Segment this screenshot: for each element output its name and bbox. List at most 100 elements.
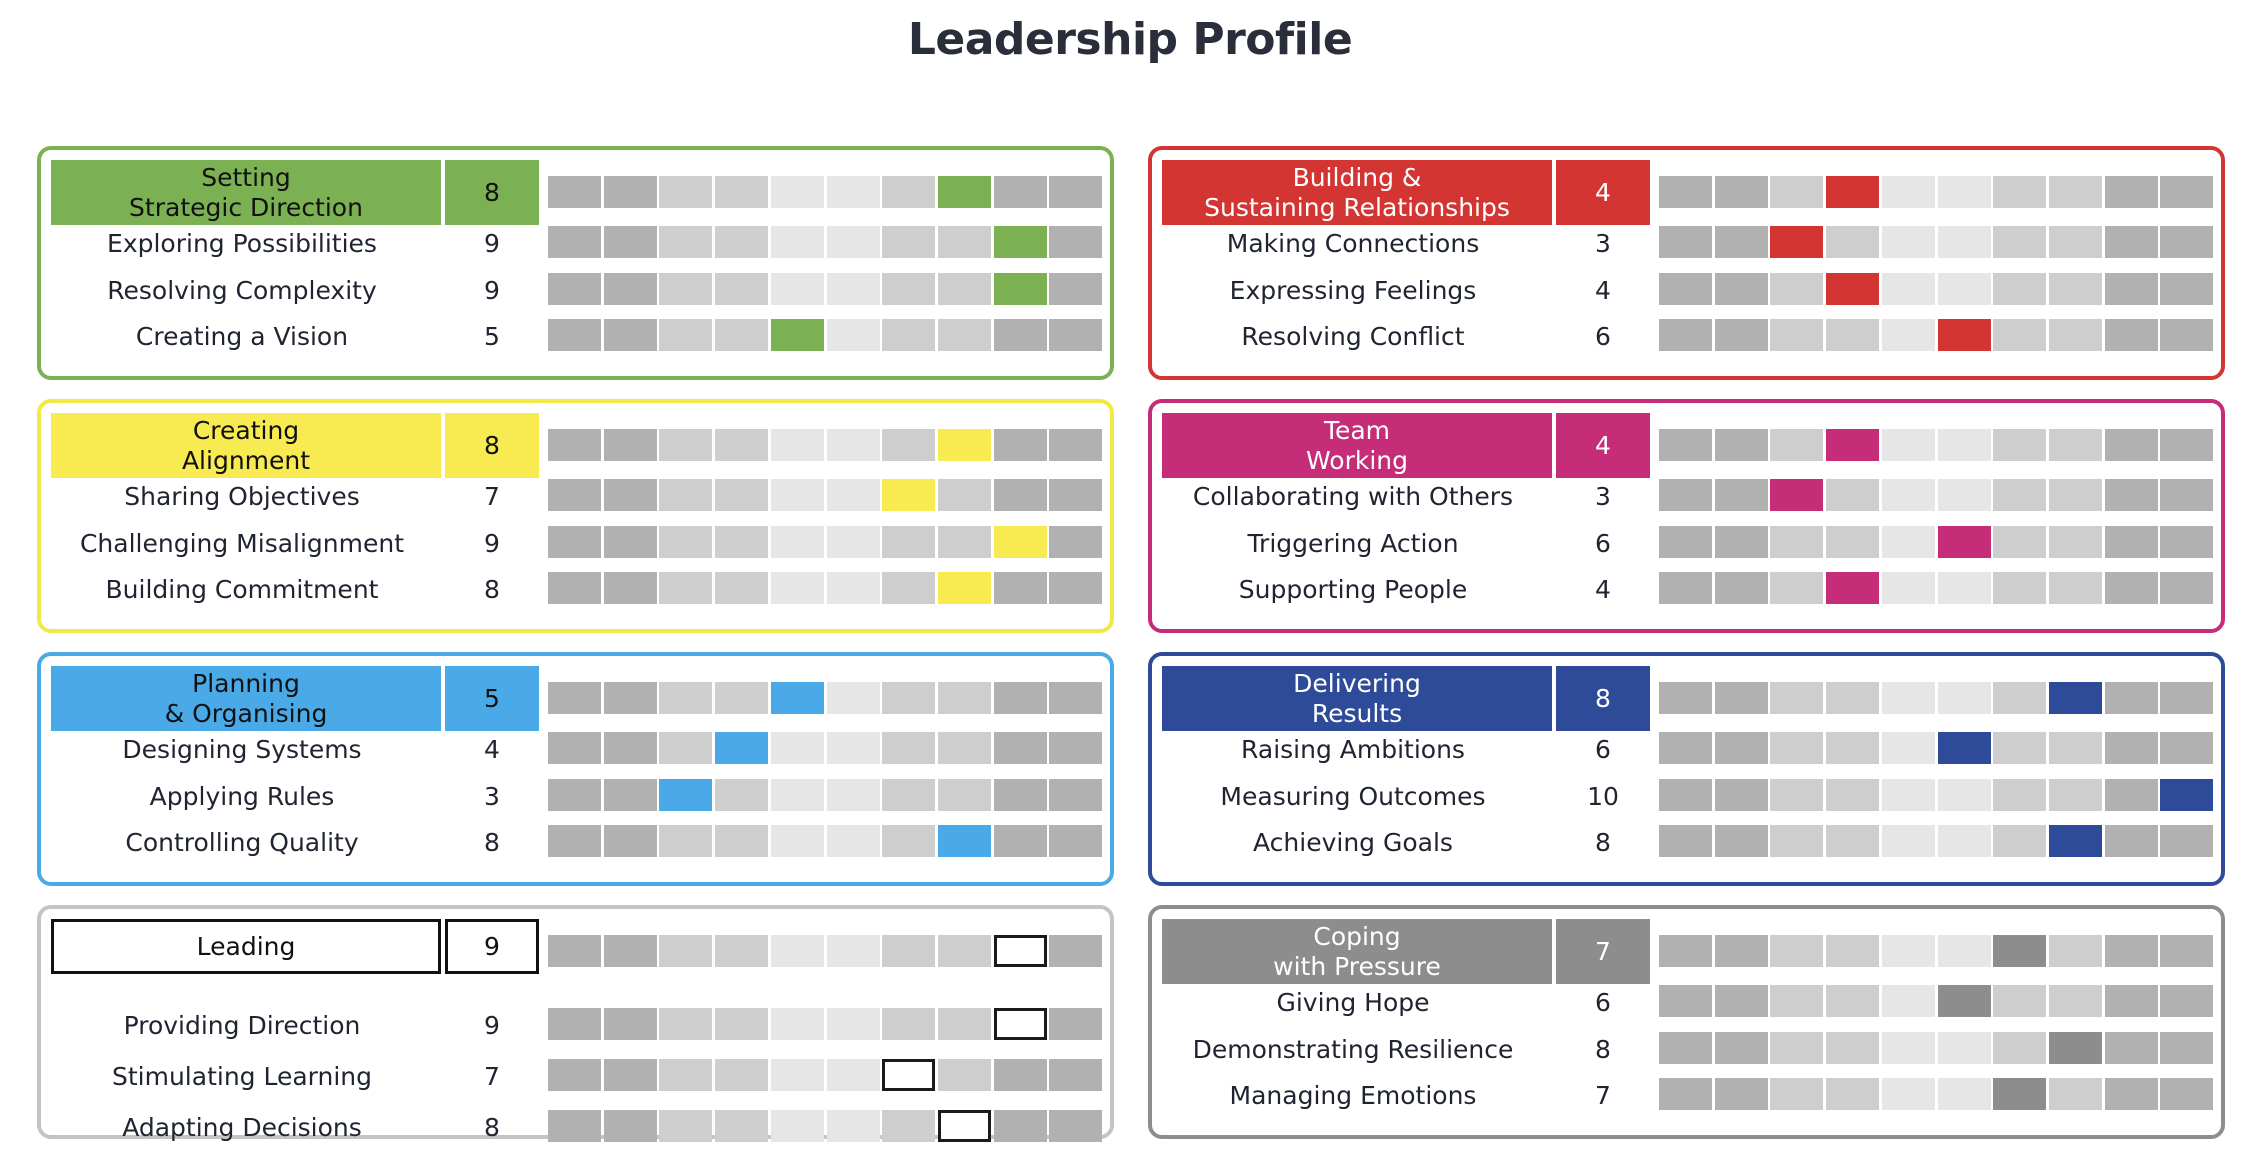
panel-7-row-0-cell-1	[1659, 985, 1712, 1017]
panel-5-header-cell-4	[1826, 682, 1879, 714]
panel-4-row-2-cell-5	[771, 825, 824, 857]
panel-1-row-0-cell-7	[1993, 226, 2046, 258]
panel-4-row-0-label: Designing Systems	[122, 735, 362, 764]
panel-5-header-label: Delivering Results	[1162, 666, 1552, 731]
panel-0-row-1-label: Resolving Complexity	[107, 276, 377, 305]
panel-2-row-0-cell-10	[1049, 479, 1102, 511]
panel-4-row-0-score-marker	[715, 732, 768, 764]
panel-7-header-cell-5	[1882, 935, 1935, 967]
panel-3-row-2-cell-3	[1770, 572, 1823, 604]
panel-1-row-1-cell-9	[2105, 273, 2158, 305]
panel-4-row-0-cell-2	[604, 732, 657, 764]
panel-4-row-1-label: Applying Rules	[149, 782, 335, 811]
panel-3-row-1-cell-2	[1715, 526, 1768, 558]
panel-4-header-score-marker	[771, 682, 824, 714]
panel-0-row-1-cell-6	[827, 273, 880, 305]
panel-4-header-label: Planning & Organising	[51, 666, 441, 731]
panel-1-row-0-cell-10	[2160, 226, 2213, 258]
panel-2-row-1-cell-1	[548, 526, 601, 558]
panel-4: Planning & Organising 5 Designing Systems 4…	[37, 652, 1114, 886]
panel-4-row-0-cell-1	[548, 732, 601, 764]
panel-0-header-cell-3	[659, 176, 712, 208]
panel-5-row-2-cell-2	[1715, 825, 1768, 857]
panel-0-row-2-cell-3	[659, 319, 712, 351]
panel-2-row-0-score: 7	[484, 482, 500, 511]
panel-0-row-1-score-marker	[994, 273, 1047, 305]
panel-5: Delivering Results 8 Raising Ambitions 6 Mea…	[1148, 652, 2225, 886]
panel-4-header-cell-3	[659, 682, 712, 714]
panel-4-row-0-cell-5	[771, 732, 824, 764]
panel-4-row-1-score: 3	[484, 782, 500, 811]
panel-5-row-1-cell-3	[1770, 779, 1823, 811]
panel-1-row-2-cell-9	[2105, 319, 2158, 351]
panel-0-row-1-cell-2	[604, 273, 657, 305]
panel-4-row-2-score: 8	[484, 828, 500, 857]
panel-7-row-0-cell-8	[2049, 985, 2102, 1017]
panel-0-row-0-score-marker	[994, 226, 1047, 258]
panel-6-header-cell-1	[548, 935, 601, 967]
panel-4-row-1-cell-1	[548, 779, 601, 811]
panel-3-row-2-label: Supporting People	[1238, 575, 1468, 604]
panel-7-row-2-label: Managing Emotions	[1229, 1081, 1477, 1110]
panel-6-row-0-cell-2	[604, 1008, 657, 1040]
panel-6-row-0-cell-6	[827, 1008, 880, 1040]
panel-6: Leading 9 Providing Direction 9 Stimulating …	[37, 905, 1114, 1142]
panel-6-header-cell-2	[604, 935, 657, 967]
panel-1-row-2-cell-4	[1826, 319, 1879, 351]
panel-2-row-2-cell-3	[659, 572, 712, 604]
panel-7-row-2-cell-3	[1770, 1078, 1823, 1110]
panel-5-row-0-cell-1	[1659, 732, 1712, 764]
panel-7-row-2-score: 7	[1595, 1081, 1611, 1110]
panel-2-row-0-cell-4	[715, 479, 768, 511]
panel-1-header-cell-1	[1659, 176, 1712, 208]
panel-2-row-1-cell-3	[659, 526, 712, 558]
panel-0-row-0-cell-7	[882, 226, 935, 258]
panel-5-header-cell-9	[2105, 682, 2158, 714]
panel-5-header-cell-5	[1882, 682, 1935, 714]
panel-4-row-1-cell-9	[994, 779, 1047, 811]
panel-7-row-0-cell-3	[1770, 985, 1823, 1017]
panel-5-row-1-cell-1	[1659, 779, 1712, 811]
panel-3-row-2-cell-8	[2049, 572, 2102, 604]
panel-0-row-0-cell-2	[604, 226, 657, 258]
panel-6-row-0-cell-1	[548, 1008, 601, 1040]
panel-3-header-cell-9	[2105, 429, 2158, 461]
panel-4-row-0-cell-9	[994, 732, 1047, 764]
panel-4-row-1-cell-6	[827, 779, 880, 811]
panel-7-header-cell-3	[1770, 935, 1823, 967]
panel-2-row-2-cell-6	[827, 572, 880, 604]
panel-7-header-cell-6	[1938, 935, 1991, 967]
panel-2-row-2-cell-5	[771, 572, 824, 604]
panel-0-row-2-score-marker	[771, 319, 824, 351]
panel-2-row-2-cell-10	[1049, 572, 1102, 604]
panel-3-row-0-cell-10	[2160, 479, 2213, 511]
panel-5-row-1-cell-6	[1938, 779, 1991, 811]
panel-5-header-cell-2	[1715, 682, 1768, 714]
panel-6-row-2-cell-6	[827, 1110, 880, 1142]
panel-5-row-1-cell-8	[2049, 779, 2102, 811]
panel-3-row-0-score: 3	[1595, 482, 1611, 511]
panel-3-row-1-cell-4	[1826, 526, 1879, 558]
panel-2-row-1-cell-7	[882, 526, 935, 558]
panel-4-row-1-cell-10	[1049, 779, 1102, 811]
panel-3-row-1-label: Triggering Action	[1247, 529, 1459, 558]
panel-5-row-0-label: Raising Ambitions	[1241, 735, 1465, 764]
panel-2-header-cell-2	[604, 429, 657, 461]
panel-5-row-0-cell-2	[1715, 732, 1768, 764]
panel-1-row-0-cell-4	[1826, 226, 1879, 258]
panel-1-header-cell-10	[2160, 176, 2213, 208]
panel-7-row-2-cell-5	[1882, 1078, 1935, 1110]
panel-5-row-2-cell-6	[1938, 825, 1991, 857]
panel-0-row-1-cell-5	[771, 273, 824, 305]
panel-0-header-cell-6	[827, 176, 880, 208]
panel-4-row-1-cell-2	[604, 779, 657, 811]
panel-3-header-cell-7	[1993, 429, 2046, 461]
panel-6-row-0-cell-4	[715, 1008, 768, 1040]
panel-0-row-0-cell-8	[938, 226, 991, 258]
panel-2-row-2-cell-2	[604, 572, 657, 604]
panel-0-header-cell-4	[715, 176, 768, 208]
panel-7-row-0-cell-7	[1993, 985, 2046, 1017]
panel-7-row-2-score-marker	[1993, 1078, 2046, 1110]
panel-6-header-score-marker	[994, 935, 1047, 967]
panel-7-row-1-label: Demonstrating Resilience	[1192, 1035, 1514, 1064]
